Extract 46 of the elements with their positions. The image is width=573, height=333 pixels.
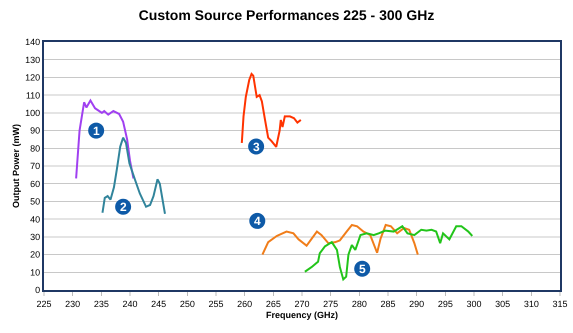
annotation: 1 bbox=[93, 124, 100, 138]
y-axis-title: Output Power (mW) bbox=[11, 124, 22, 208]
x-tick-label: 230 bbox=[65, 298, 80, 309]
line-series bbox=[101, 136, 166, 215]
x-tick-label: 315 bbox=[552, 298, 568, 309]
x-tick-label: 225 bbox=[36, 298, 52, 309]
y-tick-label: 130 bbox=[25, 54, 40, 65]
x-tick-label: 285 bbox=[380, 298, 396, 309]
y-tick-label: 60 bbox=[30, 178, 40, 189]
y-tick-label: 20 bbox=[30, 250, 40, 260]
x-tick-label: 235 bbox=[94, 298, 109, 309]
x-tick-label: 300 bbox=[466, 298, 482, 309]
annotation: 3 bbox=[253, 140, 260, 154]
x-tick-label: 265 bbox=[266, 298, 281, 309]
y-tick-label: 100 bbox=[25, 108, 40, 118]
annotation: 4 bbox=[254, 214, 261, 228]
y-tick-label: 110 bbox=[26, 90, 40, 100]
line-series bbox=[75, 99, 134, 180]
x-tick-label: 305 bbox=[495, 298, 510, 309]
x-axis-title: Frequency (GHz) bbox=[266, 310, 338, 320]
y-tick-label: 30 bbox=[30, 232, 40, 242]
y-tick-label: 10 bbox=[30, 267, 40, 278]
x-tick-label: 255 bbox=[208, 298, 224, 309]
x-tick-label: 245 bbox=[151, 298, 166, 309]
x-tick-label: 310 bbox=[524, 298, 539, 309]
y-tick-label: 50 bbox=[30, 196, 40, 207]
x-tick-label: 250 bbox=[180, 298, 195, 309]
y-tick-label: 70 bbox=[30, 161, 40, 172]
x-tick-label: 270 bbox=[294, 298, 310, 309]
line-series bbox=[261, 224, 419, 256]
annotation: 2 bbox=[120, 200, 127, 214]
x-tick-label: 275 bbox=[323, 298, 338, 309]
y-tick-label: 0 bbox=[35, 285, 40, 296]
y-tick-label: 140 bbox=[25, 37, 40, 48]
x-tick-label: 290 bbox=[409, 298, 424, 309]
y-tick-label: 120 bbox=[25, 72, 40, 83]
y-tick-label: 90 bbox=[30, 126, 40, 136]
line-series bbox=[304, 225, 474, 280]
chart-title: Custom Source Performances 225 - 300 GHz bbox=[138, 6, 434, 23]
y-tick-label: 80 bbox=[30, 143, 40, 154]
x-tick-label: 260 bbox=[237, 298, 252, 309]
y-tick-label: 40 bbox=[30, 214, 40, 224]
x-tick-label: 280 bbox=[352, 298, 367, 309]
annotation: 5 bbox=[359, 262, 366, 276]
x-tick-label: 240 bbox=[122, 298, 138, 309]
x-tick-label: 295 bbox=[438, 298, 453, 309]
